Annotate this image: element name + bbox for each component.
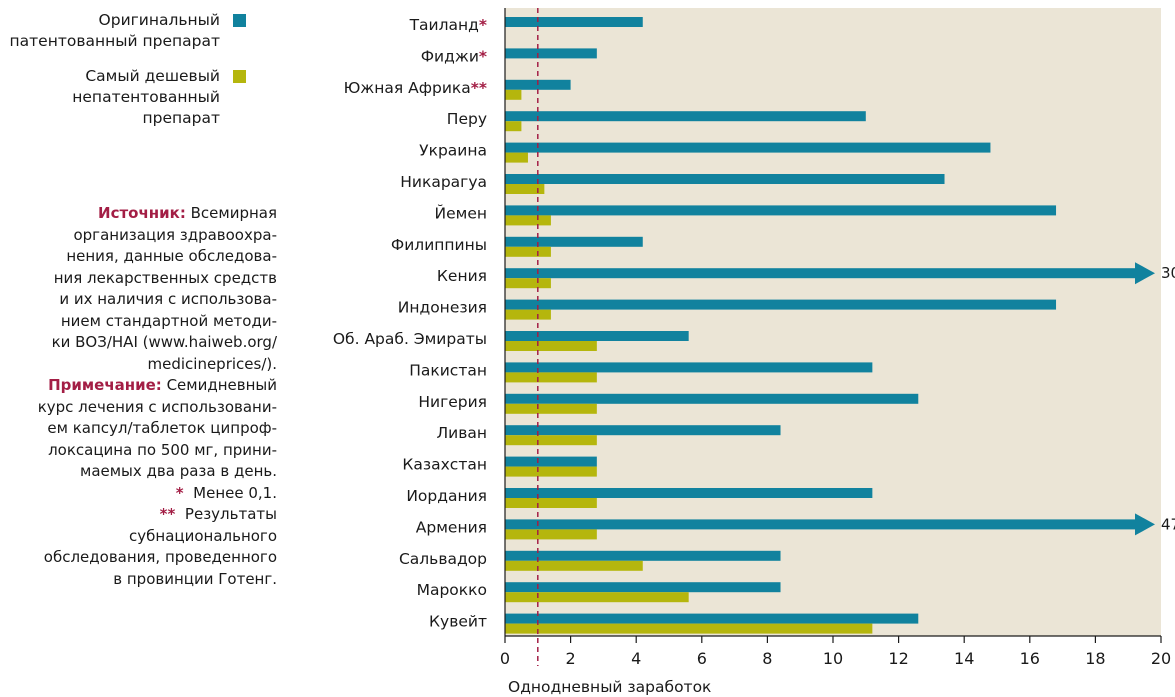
method-note: Примечание: Семидневный курс лечения с и… bbox=[37, 376, 277, 480]
source-label: Источник: bbox=[98, 204, 186, 222]
x-tick-label: 16 bbox=[1020, 649, 1040, 668]
bar-originator-9 bbox=[505, 299, 1057, 310]
category-label: Ливан bbox=[437, 424, 488, 442]
category-label: Никарагуа bbox=[400, 173, 487, 191]
category-label: Нигерия bbox=[418, 393, 487, 411]
bar-originator-16 bbox=[505, 519, 1135, 530]
category-label: Южная Африка** bbox=[344, 79, 487, 97]
bar-originator-8 bbox=[505, 268, 1135, 279]
x-tick-label: 18 bbox=[1085, 649, 1105, 668]
bar-originator-15 bbox=[505, 488, 873, 498]
x-axis-label: Однодневный заработок bbox=[508, 678, 711, 696]
category-label: Армения bbox=[416, 518, 487, 536]
bar-generic-7 bbox=[505, 246, 551, 257]
category-label: Об. Араб. Эмираты bbox=[333, 330, 487, 348]
category-label: Пакистан bbox=[409, 361, 487, 379]
bar-generic-15 bbox=[505, 498, 597, 508]
note-label: Примечание: bbox=[48, 376, 162, 394]
bar-originator-3 bbox=[505, 111, 866, 122]
overflow-arrow-icon bbox=[1135, 262, 1155, 285]
category-label: Индонезия bbox=[398, 299, 487, 317]
legend-swatch-originator bbox=[233, 14, 246, 27]
x-tick-label: 12 bbox=[888, 649, 908, 668]
bar-generic-12 bbox=[505, 403, 597, 414]
bar-generic-6 bbox=[505, 215, 551, 226]
plot-area bbox=[505, 8, 1161, 636]
legend-swatch-generic bbox=[233, 70, 246, 83]
notes: Источник: Всемирная организация здравоох… bbox=[0, 203, 277, 590]
category-label: Фиджи* bbox=[421, 47, 487, 65]
legend-label-originator: Оригинальный патентованный препарат bbox=[9, 11, 221, 50]
overflow-arrow-icon bbox=[1135, 513, 1155, 536]
bar-generic-19 bbox=[505, 623, 873, 634]
bar-generic-3 bbox=[505, 121, 522, 132]
bar-originator-17 bbox=[505, 550, 781, 561]
bar-originator-10 bbox=[505, 331, 689, 341]
category-label: Перу bbox=[447, 110, 487, 128]
bar-generic-17 bbox=[505, 560, 643, 571]
bar-generic-2 bbox=[505, 89, 522, 100]
bar-generic-8 bbox=[505, 278, 551, 289]
bar-originator-19 bbox=[505, 613, 919, 624]
single-star-note: * Менее 0,1. bbox=[175, 483, 277, 502]
x-tick-label: 14 bbox=[954, 649, 974, 668]
category-label: Казахстан bbox=[402, 456, 487, 474]
source-note: Источник: Всемирная организация здравоох… bbox=[51, 204, 277, 373]
legend-label-generic: Самый дешевый непатентованный препарат bbox=[72, 67, 220, 127]
x-tick-label: 8 bbox=[762, 649, 772, 668]
bar-originator-5 bbox=[505, 174, 945, 184]
x-tick-label: 0 bbox=[500, 649, 510, 668]
category-label: Йемен bbox=[435, 203, 488, 222]
bar-generic-9 bbox=[505, 309, 551, 320]
category-label: Украина bbox=[419, 142, 487, 160]
bar-generic-13 bbox=[505, 435, 597, 446]
bar-generic-10 bbox=[505, 341, 597, 351]
x-tick-label: 6 bbox=[697, 649, 707, 668]
bar-originator-12 bbox=[505, 393, 919, 404]
double-star-note: ** Результаты субнационального обследова… bbox=[43, 505, 277, 588]
bar-generic-16 bbox=[505, 529, 597, 540]
x-tick-label: 10 bbox=[823, 649, 843, 668]
bar-originator-6 bbox=[505, 205, 1057, 216]
bar-originator-7 bbox=[505, 236, 643, 247]
bar-originator-1 bbox=[505, 48, 597, 59]
bar-originator-0 bbox=[505, 17, 643, 27]
category-label: Филиппины bbox=[391, 236, 487, 254]
category-label: Кения bbox=[437, 267, 487, 285]
x-tick-label: 20 bbox=[1151, 649, 1171, 668]
x-tick-label: 2 bbox=[566, 649, 576, 668]
overflow-value-label: 30,8 bbox=[1161, 264, 1175, 282]
bar-generic-4 bbox=[505, 152, 528, 163]
category-label: Иордания bbox=[406, 487, 487, 505]
x-tick-label: 4 bbox=[631, 649, 641, 668]
category-label: Кувейт bbox=[429, 613, 487, 631]
category-label: Марокко bbox=[417, 581, 487, 599]
bar-generic-11 bbox=[505, 372, 597, 383]
bar-generic-5 bbox=[505, 184, 545, 194]
bar-originator-11 bbox=[505, 362, 873, 373]
bar-originator-18 bbox=[505, 582, 781, 593]
category-label: Таиланд* bbox=[409, 16, 487, 34]
bar-originator-13 bbox=[505, 425, 781, 436]
bar-originator-14 bbox=[505, 456, 597, 467]
bar-originator-4 bbox=[505, 142, 991, 153]
bar-generic-14 bbox=[505, 466, 597, 477]
overflow-value-label: 47,6 bbox=[1161, 515, 1175, 533]
category-label: Сальвадор bbox=[399, 550, 487, 568]
bar-generic-18 bbox=[505, 592, 689, 603]
